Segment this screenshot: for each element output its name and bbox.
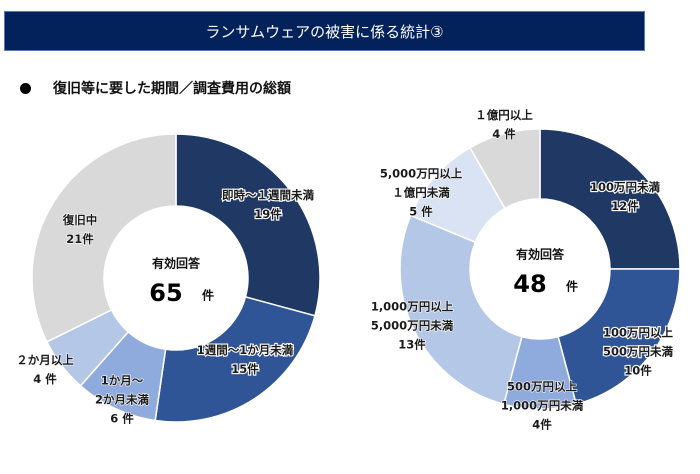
center-title: 有効回答 xyxy=(152,256,201,271)
slice-label: 500万円未満 xyxy=(603,345,674,359)
bullet-icon xyxy=(20,82,31,94)
investigation-cost-donut: 100万円未満 12件 100万円以上 500万円未満 10件 500万円以上 1,000万… xyxy=(370,107,681,432)
center-title: 有効回答 xyxy=(516,247,565,262)
slice-label: 6 件 xyxy=(110,412,134,426)
donut-slice xyxy=(31,133,177,343)
slice-label: 10件 xyxy=(624,364,652,378)
slice-label: 5,000万円以上 xyxy=(380,167,463,181)
center-unit: 件 xyxy=(202,288,214,303)
slice-label: 5,000万円未満 xyxy=(371,319,454,333)
donut-slice xyxy=(557,268,681,406)
center-total: 65 xyxy=(149,279,182,307)
center-total: 48 xyxy=(513,270,546,298)
donut-slice xyxy=(468,128,541,210)
slice-label: 4 件 xyxy=(33,372,57,386)
donut-slice xyxy=(399,214,523,406)
slice-label: ２か月以上 xyxy=(16,353,74,367)
slice-label: 100万円未満 xyxy=(590,180,661,194)
slice-label: １億円未満 xyxy=(392,186,450,200)
slice-label: 復旧中 xyxy=(62,213,98,227)
donut-slice xyxy=(154,295,316,423)
slice-label: 21件 xyxy=(66,232,94,246)
slice-label: 12件 xyxy=(611,199,639,213)
page-title: ランサムウェアの被害に係る統計③ xyxy=(205,22,444,41)
slice-label: 500万円以上 xyxy=(507,380,578,394)
slice-label: 4 件 xyxy=(492,127,516,141)
slice-label: 即時～１週間未満 xyxy=(222,188,314,202)
donut-slice xyxy=(175,133,321,317)
slice-label: 13件 xyxy=(398,338,426,352)
recovery-period-donut: 即時～１週間未満 19件 1週間～1か月未満 15件 1か月～ 2か月未満 6 件 ２か月以上… xyxy=(16,133,321,426)
slice-label: 1,000万円以上 xyxy=(371,300,454,314)
slice-label: １億円以上 xyxy=(475,108,533,122)
slice-label: 5 件 xyxy=(409,205,433,219)
section-heading-text: 復旧等に要した期間／調査費用の総額 xyxy=(53,81,291,97)
slice-label: 1か月～ xyxy=(101,374,144,388)
slice-label: 1週間～1か月未満 xyxy=(197,343,294,357)
slice-label: 4件 xyxy=(532,418,552,432)
donut-slice xyxy=(539,128,681,270)
slice-label: 15件 xyxy=(231,362,259,376)
section-heading: 復旧等に要した期間／調査費用の総額 xyxy=(20,78,291,98)
slice-label: 1,000万円未満 xyxy=(501,399,584,413)
center-unit: 件 xyxy=(566,279,578,294)
slice-label: 19件 xyxy=(254,207,282,221)
slice-label: 100万円以上 xyxy=(603,326,674,340)
page-title-banner: ランサムウェアの被害に係る統計③ xyxy=(4,11,645,51)
slice-label: 2か月未満 xyxy=(95,393,150,407)
